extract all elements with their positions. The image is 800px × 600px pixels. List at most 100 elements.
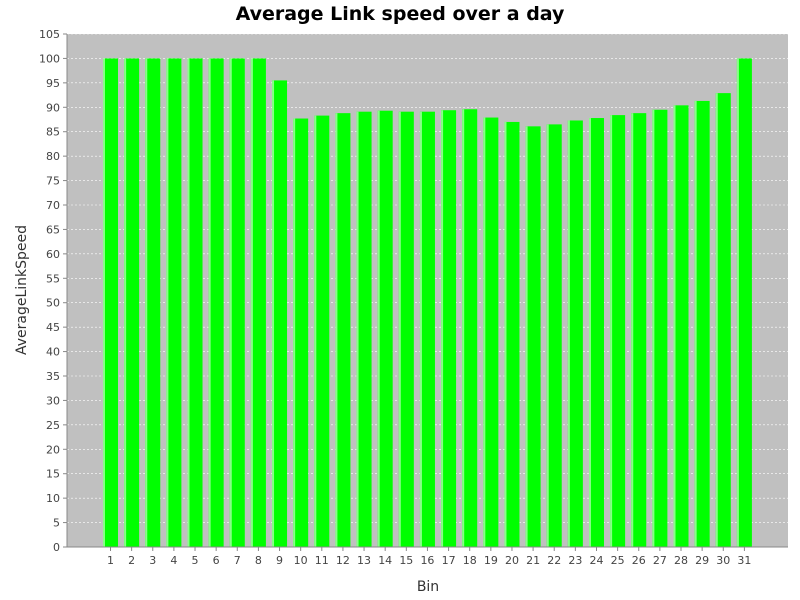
y-tick-label: 50 bbox=[46, 297, 60, 310]
y-tick-label: 25 bbox=[46, 419, 60, 432]
bar bbox=[229, 58, 245, 548]
x-tick-label: 10 bbox=[294, 554, 308, 567]
x-tick-label: 28 bbox=[674, 554, 688, 567]
y-tick-label: 5 bbox=[53, 517, 60, 530]
bar-13 bbox=[356, 111, 372, 547]
x-tick-label: 7 bbox=[234, 554, 241, 567]
bar bbox=[335, 113, 351, 548]
bar bbox=[356, 111, 372, 547]
x-tick-label: 5 bbox=[192, 554, 199, 567]
x-tick-label: 24 bbox=[589, 554, 603, 567]
bar-8 bbox=[250, 58, 266, 548]
y-tick-label: 55 bbox=[46, 272, 60, 285]
bar bbox=[103, 58, 118, 548]
bar bbox=[187, 58, 203, 548]
bar-2 bbox=[124, 58, 140, 548]
bar bbox=[398, 111, 414, 547]
x-tick-label: 15 bbox=[399, 554, 413, 567]
bar bbox=[462, 109, 478, 548]
x-tick-label: 25 bbox=[611, 554, 625, 567]
x-tick-label: 3 bbox=[149, 554, 156, 567]
bar bbox=[250, 58, 266, 548]
x-tick-label: 12 bbox=[336, 554, 350, 567]
bar-highlight bbox=[293, 118, 296, 547]
bar-23 bbox=[567, 120, 583, 547]
bar-21 bbox=[525, 126, 541, 547]
bar-highlight bbox=[250, 58, 253, 548]
bar-15 bbox=[398, 111, 414, 547]
bar-highlight bbox=[166, 58, 169, 548]
bar bbox=[145, 58, 161, 548]
bar bbox=[504, 121, 520, 547]
bar bbox=[715, 93, 731, 548]
y-tick-label: 100 bbox=[39, 52, 60, 65]
x-axis-label: Bin bbox=[417, 579, 439, 595]
bar-22 bbox=[546, 124, 562, 547]
y-tick-label: 40 bbox=[46, 346, 60, 359]
bar-5 bbox=[187, 58, 203, 548]
bar bbox=[377, 110, 393, 547]
bar-26 bbox=[631, 113, 647, 548]
bar-highlight bbox=[462, 109, 465, 548]
bar-highlight bbox=[546, 124, 549, 547]
bar-highlight bbox=[504, 121, 507, 547]
bar-highlight bbox=[208, 58, 211, 548]
bar bbox=[588, 118, 604, 547]
chart-title: Average Link speed over a day bbox=[236, 3, 565, 25]
y-tick-label: 60 bbox=[46, 248, 60, 261]
bar-25 bbox=[610, 115, 626, 548]
x-tick-label: 29 bbox=[695, 554, 709, 567]
bar-18 bbox=[462, 109, 478, 548]
y-tick-label: 105 bbox=[39, 28, 60, 41]
bar-27 bbox=[652, 109, 668, 547]
y-tick-label: 15 bbox=[46, 468, 60, 481]
y-tick-label: 95 bbox=[46, 77, 60, 90]
bar-1 bbox=[103, 58, 118, 548]
bar-highlight bbox=[631, 113, 634, 548]
x-tick-label: 9 bbox=[276, 554, 283, 567]
x-tick-label: 31 bbox=[737, 554, 751, 567]
bar-highlight bbox=[124, 58, 127, 548]
x-tick-label: 23 bbox=[568, 554, 582, 567]
bar bbox=[631, 113, 647, 548]
y-tick-label: 65 bbox=[46, 223, 60, 236]
x-tick-label: 4 bbox=[170, 554, 177, 567]
bar-highlight bbox=[229, 58, 232, 548]
bar-17 bbox=[441, 110, 457, 548]
x-tick-label: 14 bbox=[378, 554, 392, 567]
bar bbox=[652, 109, 668, 547]
bar-highlight bbox=[314, 115, 317, 547]
x-tick-label: 26 bbox=[632, 554, 646, 567]
bar-3 bbox=[145, 58, 161, 548]
x-tick-label: 11 bbox=[315, 554, 329, 567]
bar-20 bbox=[504, 121, 520, 547]
bar-highlight bbox=[419, 111, 422, 547]
y-tick-label: 70 bbox=[46, 199, 60, 212]
x-tick-label: 17 bbox=[442, 554, 456, 567]
bar-11 bbox=[314, 115, 330, 547]
bar-highlight bbox=[145, 58, 148, 548]
bar-highlight bbox=[588, 118, 591, 547]
y-tick-label: 45 bbox=[46, 321, 60, 334]
x-tick-label: 13 bbox=[357, 554, 371, 567]
y-tick-label: 90 bbox=[46, 101, 60, 114]
bar-highlight bbox=[673, 105, 676, 548]
bar-highlight bbox=[335, 113, 338, 548]
bar-19 bbox=[483, 117, 499, 547]
bar bbox=[483, 117, 499, 547]
bar-highlight bbox=[715, 93, 718, 548]
x-tick-label: 19 bbox=[484, 554, 498, 567]
bar-highlight bbox=[736, 58, 739, 548]
bar-highlight bbox=[610, 115, 613, 548]
bar bbox=[441, 110, 457, 548]
bar-highlight bbox=[377, 110, 380, 547]
bar-highlight bbox=[483, 117, 486, 547]
bar bbox=[208, 58, 224, 548]
bar-highlight bbox=[567, 120, 570, 547]
y-tick-label: 0 bbox=[53, 541, 60, 554]
x-tick-label: 8 bbox=[255, 554, 262, 567]
bar bbox=[124, 58, 140, 548]
bar bbox=[673, 105, 689, 548]
bar-9 bbox=[272, 80, 288, 548]
